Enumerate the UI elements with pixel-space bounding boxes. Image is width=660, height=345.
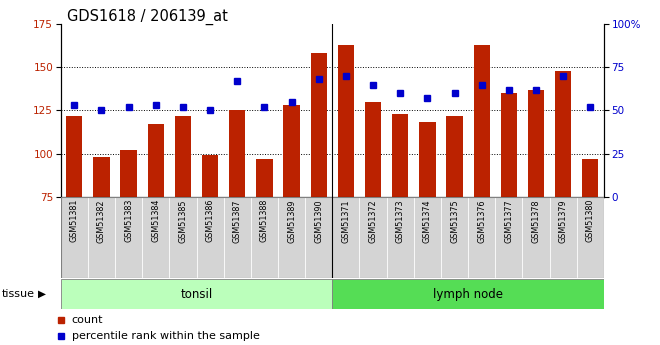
Bar — [360, 197, 387, 278]
Bar — [473, 45, 490, 197]
Text: GSM51377: GSM51377 — [504, 199, 513, 243]
Bar — [224, 197, 251, 278]
Text: percentile rank within the sample: percentile rank within the sample — [71, 331, 259, 341]
Text: GSM51378: GSM51378 — [531, 199, 541, 243]
Bar — [305, 197, 332, 278]
Bar — [550, 197, 577, 278]
Bar — [501, 93, 517, 197]
Text: GSM51380: GSM51380 — [586, 199, 595, 243]
Text: GSM51379: GSM51379 — [558, 199, 568, 243]
Text: GSM51388: GSM51388 — [260, 199, 269, 243]
Text: GSM51389: GSM51389 — [287, 199, 296, 243]
Bar — [202, 155, 218, 197]
Text: GDS1618 / 206139_at: GDS1618 / 206139_at — [67, 9, 228, 25]
Text: GSM51385: GSM51385 — [178, 199, 187, 243]
Bar — [365, 102, 381, 197]
Text: GSM51372: GSM51372 — [368, 199, 378, 243]
Bar — [555, 71, 572, 197]
Text: lymph node: lymph node — [433, 288, 503, 300]
Text: GSM51381: GSM51381 — [70, 199, 79, 243]
Text: GSM51386: GSM51386 — [206, 199, 214, 243]
Bar — [148, 124, 164, 197]
Bar — [414, 197, 441, 278]
Bar — [332, 197, 360, 278]
Bar — [93, 157, 110, 197]
Text: GSM51373: GSM51373 — [396, 199, 405, 243]
Text: GSM51383: GSM51383 — [124, 199, 133, 243]
Bar — [441, 197, 468, 278]
Bar — [61, 197, 88, 278]
Bar — [88, 197, 115, 278]
Bar — [175, 116, 191, 197]
Text: GSM51374: GSM51374 — [423, 199, 432, 243]
Text: count: count — [71, 315, 103, 325]
Bar — [278, 197, 305, 278]
Text: ▶: ▶ — [38, 289, 46, 299]
Text: GSM51390: GSM51390 — [314, 199, 323, 243]
Bar — [338, 45, 354, 197]
Bar — [495, 197, 523, 278]
Bar — [392, 114, 409, 197]
Bar — [229, 110, 246, 197]
Bar — [283, 105, 300, 197]
Bar — [170, 197, 197, 278]
Bar — [523, 197, 550, 278]
Bar — [446, 116, 463, 197]
Bar — [332, 279, 604, 309]
Bar — [115, 197, 142, 278]
Text: GSM51375: GSM51375 — [450, 199, 459, 243]
Text: GSM51371: GSM51371 — [341, 199, 350, 243]
Bar — [197, 197, 224, 278]
Text: GSM51384: GSM51384 — [151, 199, 160, 243]
Text: tissue: tissue — [2, 289, 35, 299]
Bar — [577, 197, 604, 278]
Text: tonsil: tonsil — [180, 288, 213, 300]
Bar — [121, 150, 137, 197]
Bar — [468, 197, 495, 278]
Bar — [387, 197, 414, 278]
Bar — [528, 90, 544, 197]
Bar — [256, 159, 273, 197]
Text: GSM51382: GSM51382 — [97, 199, 106, 243]
Text: GSM51376: GSM51376 — [477, 199, 486, 243]
Bar — [419, 122, 436, 197]
Bar — [142, 197, 170, 278]
Bar — [251, 197, 278, 278]
Text: GSM51387: GSM51387 — [233, 199, 242, 243]
Bar — [61, 279, 332, 309]
Bar — [311, 53, 327, 197]
Bar — [582, 159, 599, 197]
Bar — [66, 116, 82, 197]
